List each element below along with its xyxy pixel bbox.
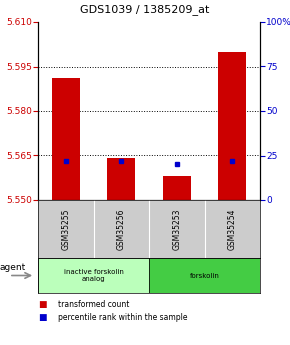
Bar: [163, 176, 191, 200]
Text: GSM35255: GSM35255: [61, 208, 70, 250]
Text: GSM35253: GSM35253: [172, 208, 181, 250]
Text: GSM35256: GSM35256: [117, 208, 126, 250]
Text: transformed count: transformed count: [58, 300, 130, 309]
Bar: [107, 158, 135, 200]
Bar: [52, 78, 80, 200]
Text: inactive forskolin
analog: inactive forskolin analog: [64, 269, 124, 282]
Text: forskolin: forskolin: [190, 273, 220, 278]
Bar: [38, 258, 149, 293]
Bar: [218, 52, 246, 200]
Text: ■: ■: [38, 300, 46, 309]
Bar: [149, 258, 260, 293]
Text: ■: ■: [38, 313, 46, 322]
Text: agent: agent: [0, 263, 26, 272]
Text: GDS1039 / 1385209_at: GDS1039 / 1385209_at: [80, 4, 210, 15]
Text: percentile rank within the sample: percentile rank within the sample: [58, 313, 188, 322]
Text: GSM35254: GSM35254: [228, 208, 237, 250]
